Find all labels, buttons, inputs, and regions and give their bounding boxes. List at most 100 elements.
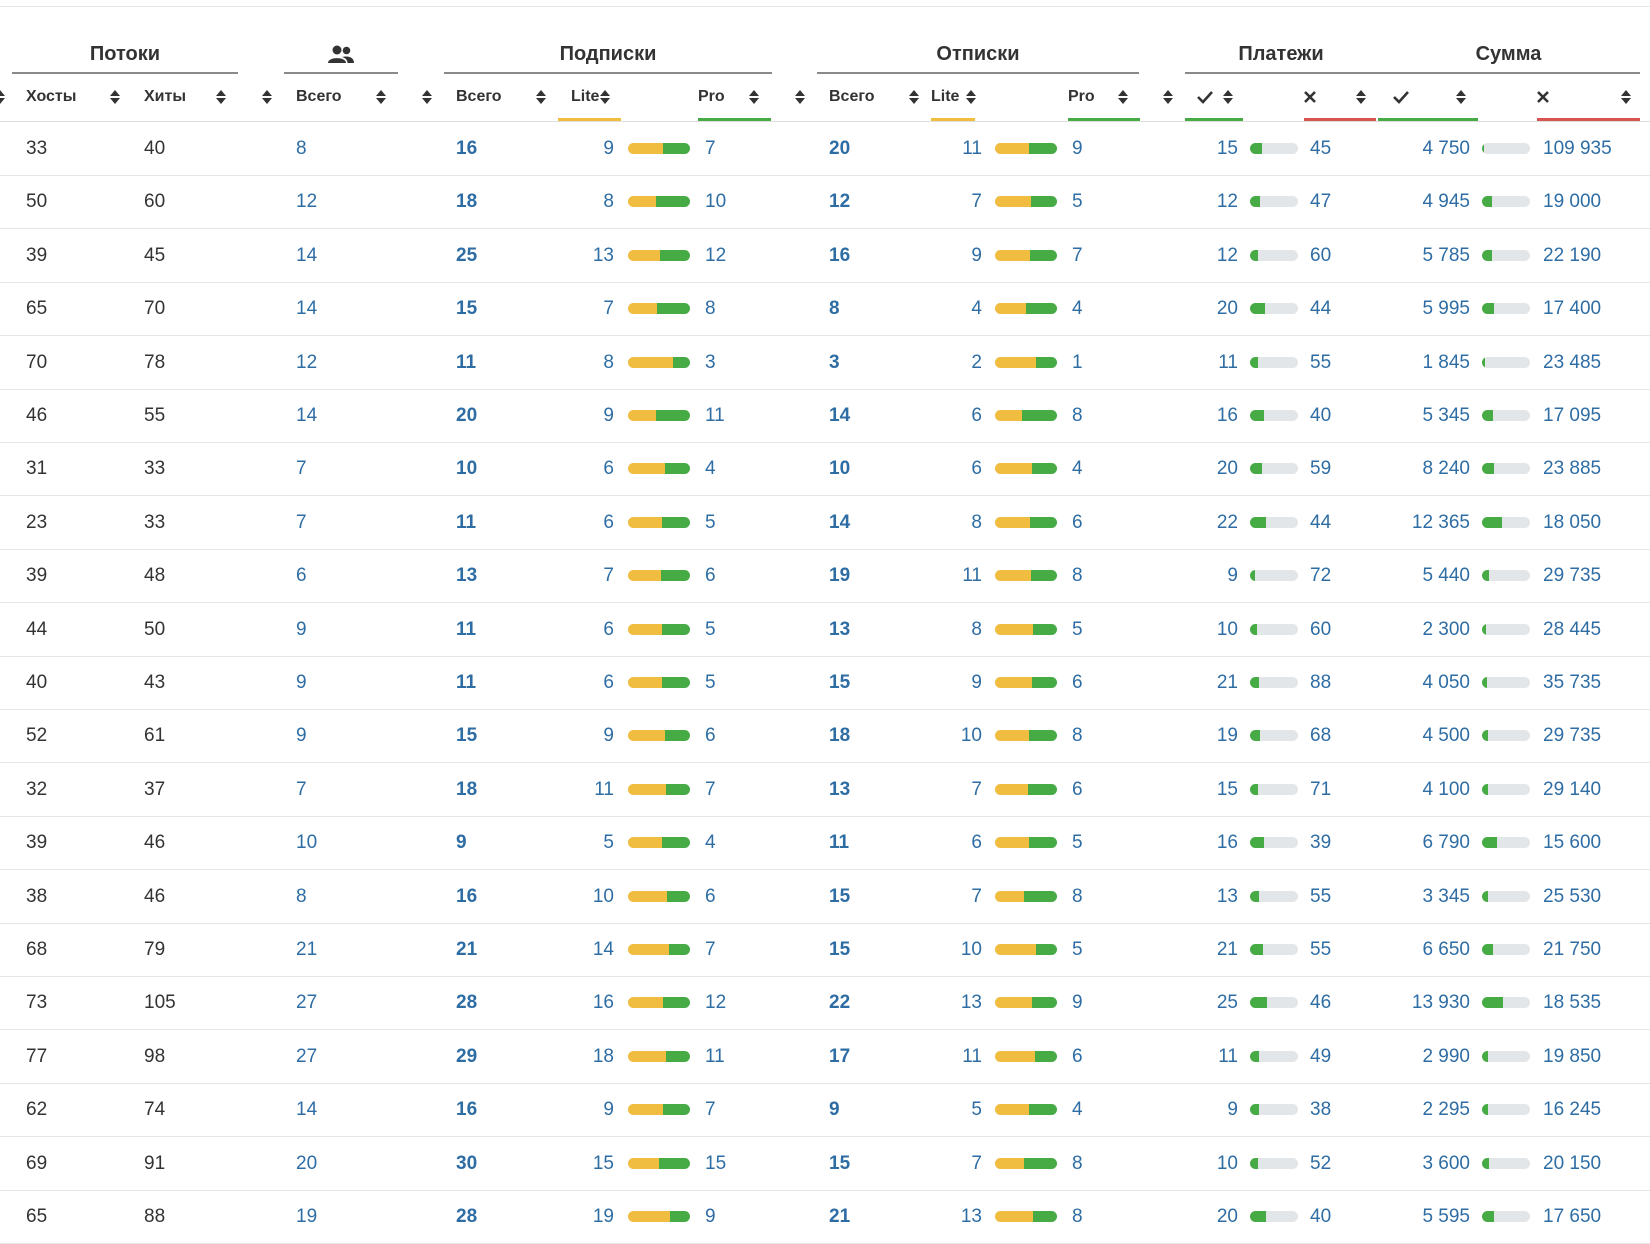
- subscriptions-pro-link[interactable]: 7: [705, 1099, 716, 1121]
- unsubscriptions-total-link[interactable]: 15: [829, 1152, 851, 1174]
- unsubscriptions-pro-link[interactable]: 6: [1072, 672, 1083, 693]
- payments-failed-link[interactable]: 59: [1310, 458, 1332, 480]
- unsubscriptions-total-link[interactable]: 15: [829, 885, 851, 907]
- subscriptions-pro-link[interactable]: 5: [705, 672, 716, 693]
- amount-success-link[interactable]: 3 600: [1422, 1152, 1470, 1174]
- column-header-uns-lite[interactable]: Lite: [931, 88, 960, 105]
- payments-success-link[interactable]: 25: [1216, 992, 1238, 1014]
- subscriptions-total-link[interactable]: 28: [456, 992, 478, 1014]
- users-link[interactable]: 10: [296, 832, 318, 854]
- payments-failed-link[interactable]: 40: [1310, 405, 1332, 426]
- subscriptions-lite-link[interactable]: 9: [603, 138, 614, 159]
- payments-failed-link[interactable]: 52: [1310, 1152, 1332, 1174]
- amount-success-link[interactable]: 13 930: [1411, 992, 1470, 1014]
- subscriptions-total-link[interactable]: 16: [456, 885, 478, 907]
- unsubscriptions-pro-link[interactable]: 8: [1072, 1152, 1083, 1174]
- sort-icon[interactable]: [375, 84, 387, 110]
- unsubscriptions-lite-link[interactable]: 10: [960, 725, 982, 747]
- column-header-sub-lite[interactable]: Lite: [571, 88, 600, 105]
- amount-failed-link[interactable]: 17 095: [1543, 405, 1602, 426]
- sort-icon[interactable]: [1620, 84, 1632, 110]
- sort-icon[interactable]: [1222, 84, 1234, 110]
- unsubscriptions-total-link[interactable]: 14: [829, 405, 851, 426]
- payments-success-link[interactable]: 10: [1216, 1152, 1238, 1174]
- amount-failed-link[interactable]: 109 935: [1543, 138, 1612, 159]
- amount-success-link[interactable]: 5 440: [1422, 565, 1470, 587]
- subscriptions-lite-link[interactable]: 13: [592, 244, 614, 266]
- users-link[interactable]: 14: [296, 405, 318, 426]
- unsubscriptions-lite-link[interactable]: 13: [960, 1206, 982, 1227]
- payments-failed-link[interactable]: 44: [1310, 298, 1332, 320]
- unsubscriptions-total-link[interactable]: 15: [829, 939, 851, 960]
- unsubscriptions-lite-link[interactable]: 6: [971, 832, 982, 854]
- subscriptions-total-link[interactable]: 11: [456, 672, 477, 693]
- sort-icon[interactable]: [1117, 84, 1129, 110]
- subscriptions-pro-link[interactable]: 9: [705, 1206, 716, 1227]
- amount-success-link[interactable]: 2 300: [1422, 618, 1470, 640]
- amount-failed-link[interactable]: 29 140: [1543, 778, 1602, 800]
- subscriptions-total-link[interactable]: 11: [456, 351, 477, 373]
- check-icon[interactable]: [1392, 84, 1410, 110]
- sort-icon[interactable]: [599, 84, 611, 110]
- sort-icon[interactable]: [1162, 84, 1174, 110]
- column-header-uns-total[interactable]: Всего: [829, 88, 875, 105]
- payments-success-link[interactable]: 20: [1216, 298, 1238, 320]
- unsubscriptions-lite-link[interactable]: 8: [971, 511, 982, 533]
- users-link[interactable]: 14: [296, 1099, 318, 1121]
- subscriptions-lite-link[interactable]: 5: [603, 832, 614, 854]
- subscriptions-pro-link[interactable]: 7: [705, 778, 716, 800]
- subscriptions-lite-link[interactable]: 6: [603, 458, 614, 480]
- unsubscriptions-pro-link[interactable]: 8: [1072, 1206, 1083, 1227]
- subscriptions-pro-link[interactable]: 3: [705, 351, 716, 373]
- sort-icon[interactable]: [421, 84, 433, 110]
- subscriptions-total-link[interactable]: 18: [456, 191, 478, 213]
- unsubscriptions-lite-link[interactable]: 5: [971, 1099, 982, 1121]
- sort-icon[interactable]: [109, 84, 121, 110]
- payments-failed-link[interactable]: 40: [1310, 1206, 1332, 1227]
- amount-success-link[interactable]: 4 050: [1422, 672, 1470, 693]
- amount-failed-link[interactable]: 20 150: [1543, 1152, 1602, 1174]
- subscriptions-total-link[interactable]: 16: [456, 138, 478, 159]
- subscriptions-total-link[interactable]: 9: [456, 832, 467, 854]
- users-link[interactable]: 27: [296, 1045, 318, 1067]
- sort-icon[interactable]: [215, 84, 227, 110]
- subscriptions-pro-link[interactable]: 12: [705, 992, 727, 1014]
- subscriptions-pro-link[interactable]: 10: [705, 191, 727, 213]
- subscriptions-total-link[interactable]: 13: [456, 565, 478, 587]
- subscriptions-pro-link[interactable]: 11: [705, 405, 725, 426]
- payments-failed-link[interactable]: 72: [1310, 565, 1332, 587]
- sort-icon[interactable]: [1455, 84, 1467, 110]
- unsubscriptions-total-link[interactable]: 21: [829, 1206, 851, 1227]
- subscriptions-lite-link[interactable]: 19: [592, 1206, 614, 1227]
- amount-success-link[interactable]: 2 990: [1422, 1045, 1470, 1067]
- unsubscriptions-pro-link[interactable]: 5: [1072, 191, 1083, 213]
- column-header-uns-pro[interactable]: Pro: [1068, 88, 1095, 105]
- unsubscriptions-total-link[interactable]: 16: [829, 244, 851, 266]
- unsubscriptions-pro-link[interactable]: 4: [1072, 1099, 1083, 1121]
- users-link[interactable]: 7: [296, 511, 307, 533]
- users-link[interactable]: 8: [296, 885, 307, 907]
- payments-failed-link[interactable]: 39: [1310, 832, 1332, 854]
- subscriptions-lite-link[interactable]: 8: [603, 351, 614, 373]
- payments-success-link[interactable]: 11: [1218, 351, 1238, 373]
- subscriptions-total-link[interactable]: 30: [456, 1152, 478, 1174]
- unsubscriptions-total-link[interactable]: 15: [829, 672, 851, 693]
- unsubscriptions-lite-link[interactable]: 10: [960, 939, 982, 960]
- unsubscriptions-pro-link[interactable]: 6: [1072, 1045, 1083, 1067]
- users-link[interactable]: 27: [296, 992, 318, 1014]
- unsubscriptions-lite-link[interactable]: 13: [960, 992, 982, 1014]
- payments-failed-link[interactable]: 55: [1310, 939, 1332, 960]
- payments-failed-link[interactable]: 49: [1310, 1045, 1332, 1067]
- amount-failed-link[interactable]: 19 000: [1543, 191, 1602, 213]
- unsubscriptions-total-link[interactable]: 13: [829, 618, 851, 640]
- users-link[interactable]: 6: [296, 565, 307, 587]
- subscriptions-total-link[interactable]: 25: [456, 244, 478, 266]
- amount-success-link[interactable]: 4 100: [1422, 778, 1470, 800]
- check-icon[interactable]: [1196, 84, 1214, 110]
- payments-failed-link[interactable]: 68: [1310, 725, 1332, 747]
- payments-success-link[interactable]: 15: [1216, 138, 1238, 159]
- unsubscriptions-lite-link[interactable]: 11: [962, 138, 982, 159]
- subscriptions-pro-link[interactable]: 5: [705, 618, 716, 640]
- payments-success-link[interactable]: 15: [1216, 778, 1238, 800]
- payments-failed-link[interactable]: 55: [1310, 351, 1332, 373]
